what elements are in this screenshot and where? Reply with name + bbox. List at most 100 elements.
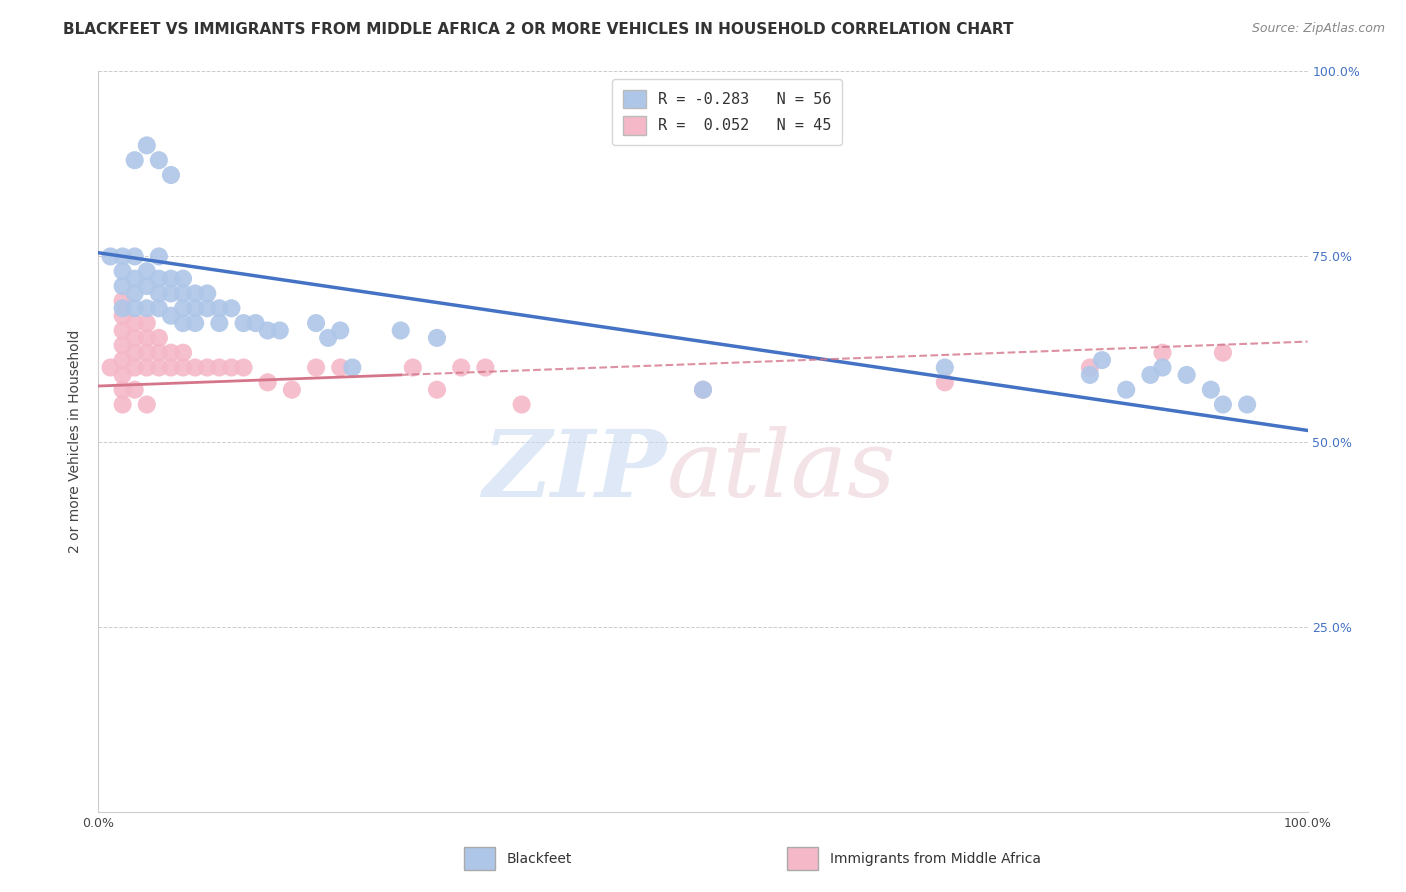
Point <box>402 360 425 375</box>
Point <box>184 316 207 330</box>
Point <box>160 345 183 359</box>
Point <box>111 338 134 352</box>
Point <box>329 360 352 375</box>
Point <box>135 279 157 293</box>
Point <box>111 324 134 338</box>
Point <box>208 301 231 316</box>
Point <box>148 331 170 345</box>
Point <box>124 316 146 330</box>
Point <box>135 316 157 330</box>
Text: BLACKFEET VS IMMIGRANTS FROM MIDDLE AFRICA 2 OR MORE VEHICLES IN HOUSEHOLD CORRE: BLACKFEET VS IMMIGRANTS FROM MIDDLE AFRI… <box>63 22 1014 37</box>
Point <box>111 383 134 397</box>
Point <box>160 309 183 323</box>
Point <box>172 360 194 375</box>
Point <box>692 383 714 397</box>
Point <box>245 316 267 330</box>
Point <box>160 360 183 375</box>
Point <box>184 360 207 375</box>
Point <box>111 353 134 368</box>
Point <box>256 324 278 338</box>
Point <box>100 250 122 264</box>
Point <box>281 383 304 397</box>
Point <box>148 271 170 285</box>
Point <box>111 250 134 264</box>
Point <box>135 345 157 359</box>
Text: atlas: atlas <box>666 426 896 516</box>
Point <box>510 398 533 412</box>
Point <box>172 286 194 301</box>
Point <box>135 138 157 153</box>
Point <box>111 301 134 316</box>
Point <box>148 153 170 168</box>
Point <box>1152 345 1174 359</box>
Point <box>389 324 412 338</box>
Point <box>148 301 170 316</box>
Point <box>160 286 183 301</box>
Point <box>1091 353 1114 368</box>
Point <box>111 264 134 278</box>
Point <box>426 331 449 345</box>
Point <box>124 286 146 301</box>
Point <box>172 271 194 285</box>
Point <box>208 360 231 375</box>
Point <box>111 309 134 323</box>
Point <box>342 360 364 375</box>
Point <box>934 360 956 375</box>
Point <box>256 376 278 390</box>
Text: ZIP: ZIP <box>482 426 666 516</box>
Point <box>172 301 194 316</box>
Point <box>1236 398 1258 412</box>
Point <box>124 345 146 359</box>
Point <box>269 324 291 338</box>
Legend: R = -0.283   N = 56, R =  0.052   N = 45: R = -0.283 N = 56, R = 0.052 N = 45 <box>612 79 842 145</box>
Point <box>329 324 352 338</box>
Point <box>148 360 170 375</box>
Point <box>160 271 183 285</box>
Point <box>135 398 157 412</box>
Point <box>1175 368 1198 382</box>
Point <box>474 360 496 375</box>
Point <box>148 345 170 359</box>
Point <box>172 316 194 330</box>
Point <box>1212 345 1234 359</box>
Point <box>135 331 157 345</box>
Point <box>100 360 122 375</box>
Point <box>316 331 339 345</box>
Point <box>160 168 183 182</box>
Point <box>221 301 243 316</box>
Text: Source: ZipAtlas.com: Source: ZipAtlas.com <box>1251 22 1385 36</box>
Text: Immigrants from Middle Africa: Immigrants from Middle Africa <box>830 852 1040 865</box>
Point <box>692 383 714 397</box>
Point <box>232 316 254 330</box>
Point <box>135 360 157 375</box>
Point <box>124 331 146 345</box>
Point <box>172 345 194 359</box>
Point <box>1139 368 1161 382</box>
Point <box>135 301 157 316</box>
Point <box>111 293 134 308</box>
Point <box>1078 360 1101 375</box>
Point <box>124 271 146 285</box>
Text: Blackfeet: Blackfeet <box>506 852 571 865</box>
Point <box>1078 368 1101 382</box>
Point <box>148 286 170 301</box>
Point <box>124 153 146 168</box>
Point <box>195 360 218 375</box>
Point <box>1115 383 1137 397</box>
Point <box>232 360 254 375</box>
Point <box>450 360 472 375</box>
Point <box>124 301 146 316</box>
Point <box>221 360 243 375</box>
Point <box>426 383 449 397</box>
Point <box>124 250 146 264</box>
Point <box>135 264 157 278</box>
Point <box>184 301 207 316</box>
Point <box>195 286 218 301</box>
Point <box>1152 360 1174 375</box>
Y-axis label: 2 or more Vehicles in Household: 2 or more Vehicles in Household <box>69 330 83 553</box>
Point <box>305 316 328 330</box>
Point <box>195 301 218 316</box>
Point <box>111 279 134 293</box>
Point <box>1199 383 1222 397</box>
Point <box>148 250 170 264</box>
